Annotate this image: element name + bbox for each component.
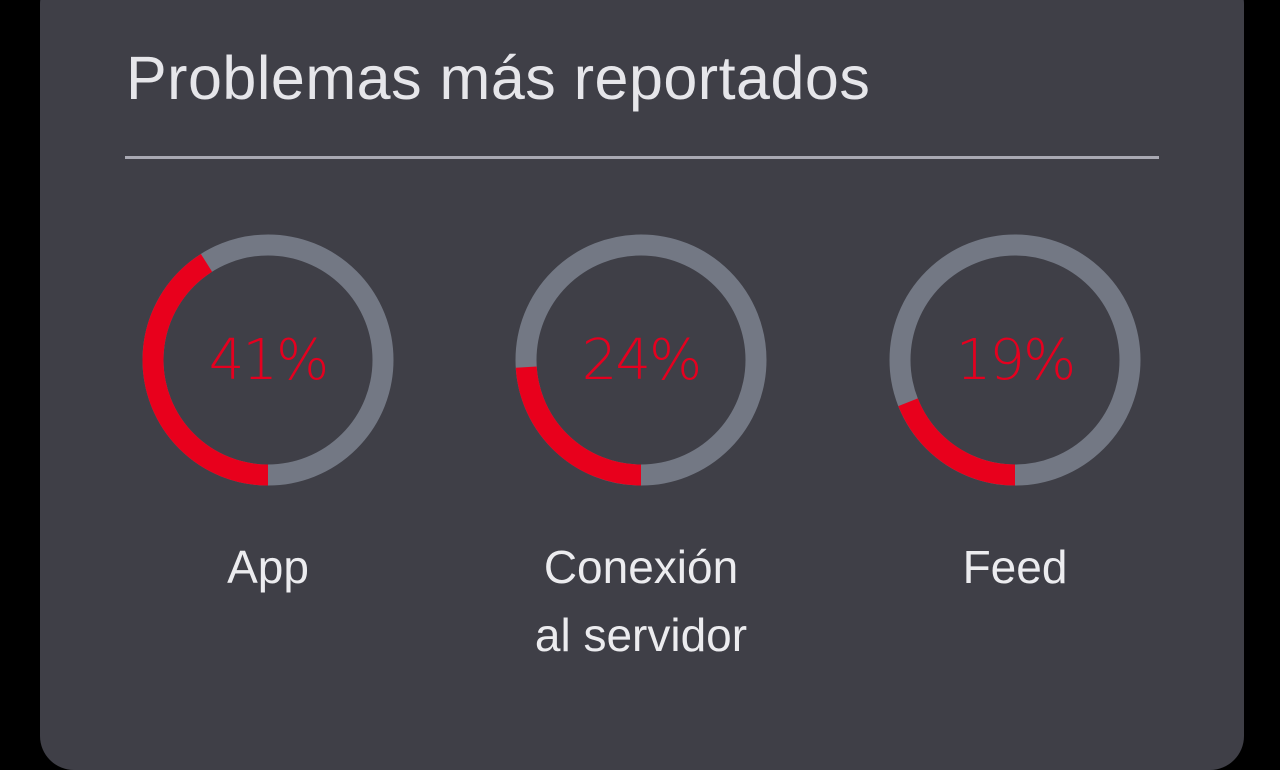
- title-divider: [125, 156, 1159, 159]
- label-line: App: [227, 541, 309, 593]
- percent-value: 19%: [955, 327, 1076, 393]
- donut-app: 41%: [141, 233, 395, 487]
- label-line: al servidor: [534, 609, 748, 661]
- card-title: Problemas más reportados: [126, 44, 871, 112]
- label-line: Feed: [962, 541, 1068, 593]
- reported-problems-card: [40, 0, 1244, 770]
- donut-server-connection: 24%: [514, 233, 768, 487]
- label-feed: Feed: [835, 533, 1195, 601]
- percent-value: 41%: [208, 327, 329, 393]
- label-line: Conexión: [543, 541, 739, 593]
- donut-feed: 19%: [888, 233, 1142, 487]
- donut-ring-icon: [889, 234, 1141, 486]
- label-server-connection: Conexión al servidor: [461, 533, 821, 669]
- percent-value: 24%: [581, 327, 702, 393]
- donut-ring-icon: [515, 234, 767, 486]
- label-app: App: [88, 533, 448, 601]
- donut-ring-icon: [142, 234, 394, 486]
